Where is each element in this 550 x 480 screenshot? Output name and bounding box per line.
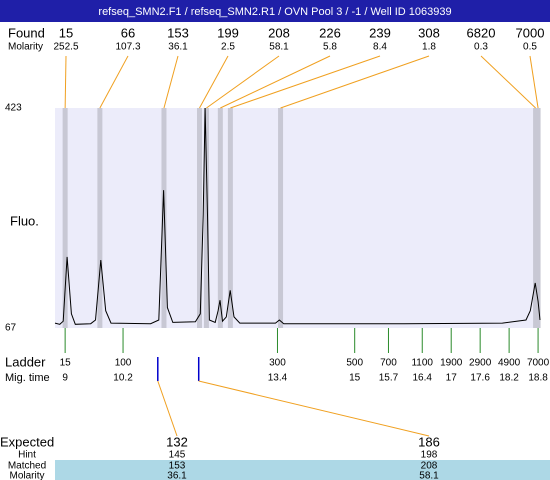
ladder-size: 700: [380, 358, 397, 369]
matched-size: 153: [169, 461, 186, 472]
expected-size: 132: [166, 434, 188, 449]
title: refseq_SMN2.F1 / refseq_SMN2.R1 / OVN Po…: [98, 6, 451, 18]
mig-time: 18.8: [528, 373, 548, 384]
molarity-label: Molarity: [8, 42, 43, 53]
mig-time: 17.6: [470, 373, 490, 384]
ladder-size: 15: [60, 358, 72, 369]
title-bar: [0, 0, 550, 22]
found-size: 199: [217, 25, 239, 40]
ladder-size: 4900: [498, 358, 521, 369]
found-molarity: 252.5: [53, 42, 78, 53]
plot-area: [55, 108, 540, 328]
found-size: 208: [268, 25, 290, 40]
found-molarity: 8.4: [373, 42, 387, 53]
matched-row: [55, 460, 550, 471]
peak-connector: [480, 55, 536, 109]
ladder-label: Ladder: [5, 354, 46, 369]
hint-size: 198: [421, 450, 438, 461]
expected-connector: [157, 380, 178, 437]
found-size: 226: [319, 25, 341, 40]
peak-connector: [163, 55, 179, 109]
peak-band: [203, 108, 209, 328]
ladder-size: 100: [115, 358, 132, 369]
hint-label: Hint: [18, 450, 36, 461]
ladder-size: 500: [346, 358, 363, 369]
peak-band: [161, 108, 167, 328]
peak-connector: [220, 55, 331, 109]
found-molarity: 1.8: [422, 42, 436, 53]
matched-size: 208: [421, 461, 438, 472]
peak-connector: [529, 55, 539, 109]
mig-time: 13.4: [268, 373, 288, 384]
hint-size: 145: [169, 450, 186, 461]
peak-band: [62, 108, 68, 328]
found-label: Found: [8, 25, 45, 40]
mig-time: 17: [446, 373, 458, 384]
ladder-size: 2900: [469, 358, 492, 369]
matched-molarity: 58.1: [419, 471, 439, 480]
peak-band: [227, 108, 233, 328]
molarity-row: [55, 471, 550, 480]
found-size: 153: [167, 25, 189, 40]
peak-band: [217, 108, 223, 328]
found-molarity: 36.1: [168, 42, 188, 53]
fluo-label: Fluo.: [10, 213, 39, 228]
peak-connector: [64, 55, 67, 109]
found-molarity: 0.3: [474, 42, 488, 53]
peak-band: [535, 108, 541, 328]
found-molarity: 58.1: [269, 42, 289, 53]
y-tick-label: 423: [5, 103, 22, 114]
found-size: 66: [121, 25, 135, 40]
matched-molarity-label: Molarity: [9, 471, 44, 480]
ladder-size: 7000: [527, 358, 550, 369]
peak-connector: [199, 55, 229, 109]
ladder-size: 1100: [411, 358, 433, 369]
mig-time: 15: [349, 373, 361, 384]
peak-band: [196, 108, 202, 328]
peak-band: [278, 108, 284, 328]
matched-molarity: 36.1: [167, 471, 187, 480]
found-molarity: 5.8: [323, 42, 337, 53]
ladder-size: 300: [269, 358, 286, 369]
found-size: 15: [59, 25, 73, 40]
peak-connector: [280, 55, 430, 109]
expected-size: 186: [418, 434, 440, 449]
ladder-size: 1900: [440, 358, 463, 369]
found-size: 308: [418, 25, 440, 40]
found-molarity: 107.3: [115, 42, 140, 53]
found-size: 7000: [516, 25, 545, 40]
mig-time-label: Mig. time: [5, 372, 50, 384]
trace: [54, 107, 541, 325]
matched-label: Matched: [8, 461, 46, 472]
mig-time: 18.2: [499, 373, 519, 384]
mig-time: 9: [62, 373, 68, 384]
found-molarity: 2.5: [221, 42, 235, 53]
mig-time: 16.4: [413, 373, 433, 384]
found-size: 6820: [467, 25, 496, 40]
mig-time: 10.2: [113, 373, 133, 384]
peak-connector: [230, 55, 381, 109]
y-tick-label: 67: [5, 323, 17, 334]
mig-time: 15.7: [379, 373, 399, 384]
peak-connector: [206, 55, 280, 109]
expected-label: Expected: [0, 434, 54, 449]
found-molarity: 0.5: [523, 42, 537, 53]
expected-connector: [198, 380, 430, 437]
peak-connector: [99, 55, 129, 109]
found-size: 239: [369, 25, 391, 40]
peak-band: [97, 108, 103, 328]
